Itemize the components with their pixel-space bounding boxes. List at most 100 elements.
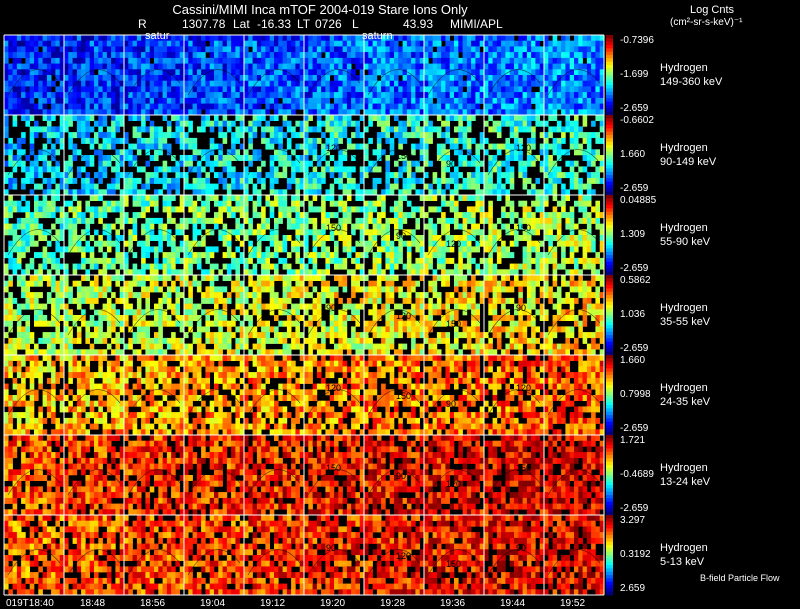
heatmap-cell — [376, 80, 382, 87]
heatmap-cell — [4, 52, 9, 59]
heatmap-cell — [286, 160, 292, 167]
heatmap-cell — [406, 166, 412, 173]
heatmap-cell — [325, 80, 330, 87]
heatmap-cell — [312, 183, 318, 190]
heatmap-cell — [8, 69, 13, 76]
heatmap-cell — [102, 69, 108, 76]
heatmap-cell — [539, 86, 545, 93]
heatmap-cell — [381, 97, 386, 104]
heatmap-cell — [25, 223, 30, 230]
heatmap-cell — [205, 80, 210, 87]
heatmap-cell — [415, 132, 420, 139]
heatmap-cell — [415, 246, 420, 253]
heatmap-cell — [321, 35, 326, 41]
heatmap-cell — [411, 160, 416, 167]
heatmap-cell — [209, 183, 215, 190]
heatmap-cell — [321, 69, 326, 76]
heatmap-cell — [25, 52, 30, 59]
heatmap-cell — [428, 246, 433, 253]
heatmap-cell — [81, 217, 86, 224]
heatmap-cell — [166, 40, 172, 47]
heatmap-cell — [25, 97, 30, 104]
heatmap-cell — [548, 132, 553, 139]
heatmap-cell — [196, 326, 202, 333]
heatmap-cell — [484, 217, 489, 224]
heatmap-cell — [111, 57, 116, 64]
heatmap-cell — [501, 86, 506, 93]
heatmap-cell — [115, 297, 120, 304]
heatmap-cell — [346, 57, 352, 64]
heatmap-cell — [162, 177, 168, 184]
heatmap-cell — [269, 52, 275, 59]
heatmap-cell — [51, 195, 56, 201]
colorbar-segment — [606, 41, 613, 46]
heatmap-cell — [411, 183, 416, 190]
heatmap-cell — [124, 269, 129, 276]
heatmap-cell — [334, 86, 339, 93]
heatmap-cell — [94, 97, 99, 104]
heatmap-cell — [51, 337, 56, 344]
heatmap-cell — [98, 332, 103, 339]
heatmap-cell — [342, 97, 348, 104]
heatmap-cell — [398, 137, 403, 144]
heatmap-cell — [29, 149, 35, 156]
heatmap-cell — [128, 92, 133, 99]
heatmap-cell — [406, 240, 412, 247]
heatmap-cell — [89, 235, 95, 241]
heatmap-cell — [599, 46, 605, 53]
heatmap-cell — [132, 80, 138, 87]
heatmap-cell — [492, 155, 498, 161]
heatmap-cell — [402, 46, 408, 53]
heatmap-cell — [526, 52, 532, 59]
heatmap-cell — [149, 126, 155, 133]
heatmap-cell — [119, 320, 125, 327]
heatmap-cell — [526, 86, 532, 93]
heatmap-cell — [154, 86, 159, 93]
heatmap-cell — [85, 155, 90, 161]
heatmap-cell — [192, 183, 198, 190]
heatmap-cell — [226, 212, 232, 219]
heatmap-cell — [385, 103, 390, 110]
heatmap-cell — [334, 229, 339, 236]
heatmap-cell — [42, 149, 48, 156]
heatmap-cell — [171, 103, 176, 110]
heatmap-cell — [81, 349, 86, 356]
heatmap-cell — [364, 126, 369, 133]
heatmap-cell — [312, 217, 318, 224]
heatmap-cell — [89, 177, 95, 184]
heatmap-cell — [599, 109, 605, 116]
heatmap-cell — [29, 103, 35, 110]
heatmap-cell — [21, 217, 26, 224]
heatmap-cell — [231, 195, 236, 201]
heatmap-cell — [119, 326, 125, 333]
heatmap-cell — [188, 143, 193, 150]
heatmap-cell — [145, 80, 150, 87]
heatmap-cell — [372, 75, 378, 81]
heatmap-cell — [325, 126, 330, 133]
heatmap-cell — [398, 235, 403, 241]
heatmap-cell — [316, 86, 322, 93]
heatmap-cell — [132, 63, 138, 70]
heatmap-cell — [145, 177, 150, 184]
heatmap-cell — [21, 149, 26, 156]
heatmap-cell — [415, 52, 420, 59]
heatmap-cell — [578, 132, 583, 139]
heatmap-cell — [544, 200, 549, 207]
heatmap-cell — [582, 246, 588, 253]
heatmap-cell — [51, 155, 56, 161]
heatmap-cell — [561, 86, 566, 93]
heatmap-cell — [282, 155, 288, 161]
heatmap-cell — [436, 143, 442, 150]
heatmap-cell — [282, 257, 288, 264]
heatmap-cell — [544, 160, 549, 167]
heatmap-cell — [509, 212, 515, 219]
heatmap-cell — [381, 92, 386, 99]
heatmap-cell — [261, 40, 266, 47]
heatmap-cell — [239, 46, 245, 53]
heatmap-cell — [16, 275, 22, 281]
heatmap-cell — [342, 240, 348, 247]
heatmap-cell — [501, 80, 506, 87]
heatmap-cell — [64, 326, 69, 333]
heatmap-cell — [359, 57, 365, 64]
heatmap-cell — [586, 46, 592, 53]
